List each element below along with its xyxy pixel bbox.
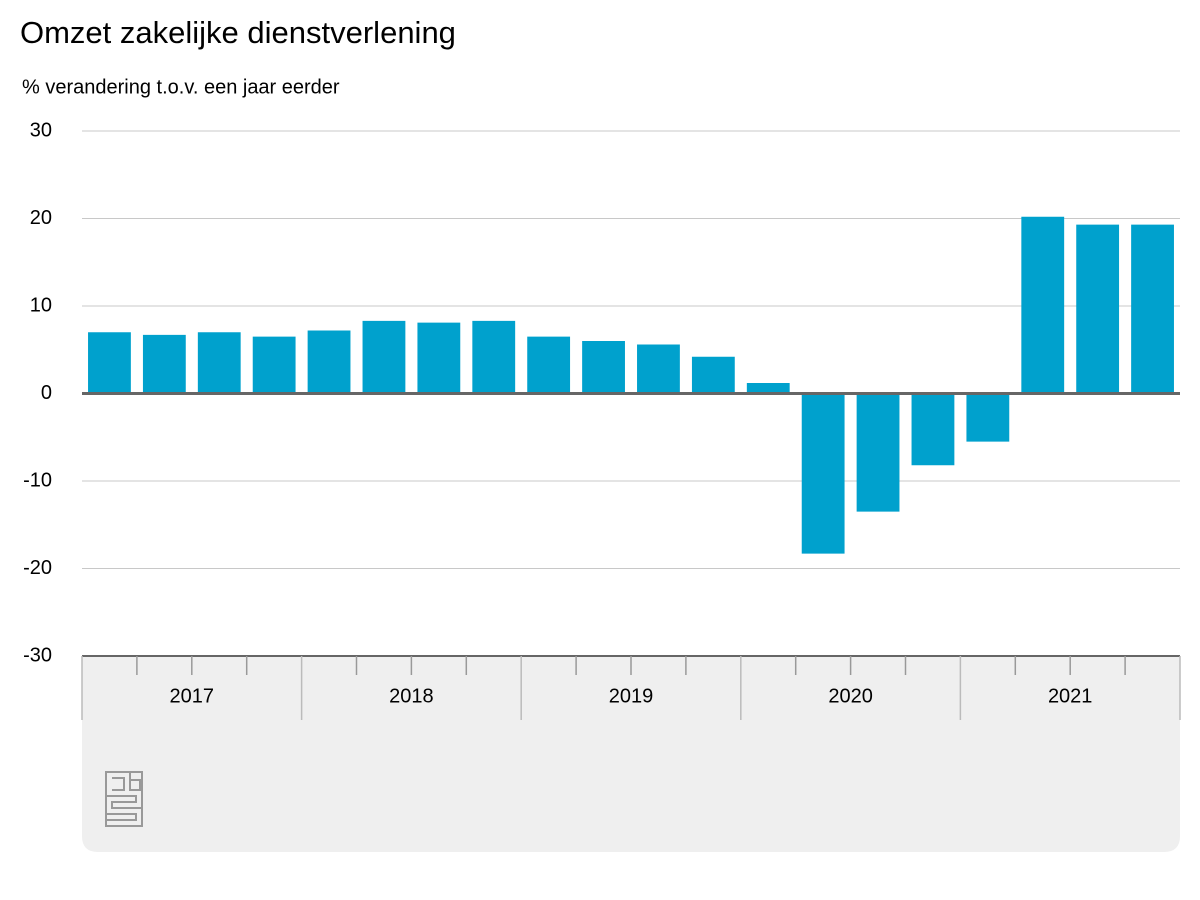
bar <box>472 320 516 394</box>
y-tick-label: 10 <box>30 294 52 316</box>
y-tick-label: -10 <box>23 469 52 491</box>
x-group-label: 2020 <box>828 685 873 707</box>
bar <box>746 383 790 394</box>
y-tick-label: 30 <box>30 119 52 141</box>
y-tick-label: 0 <box>41 382 52 404</box>
bar <box>142 334 186 394</box>
bar <box>856 393 900 512</box>
bar <box>307 330 351 394</box>
bar <box>88 332 131 394</box>
bar <box>1021 216 1065 394</box>
bar <box>691 356 735 394</box>
x-group-label: 2019 <box>609 685 654 707</box>
bar <box>1131 224 1174 394</box>
chart-subtitle: % verandering t.o.v. een jaar eerder <box>22 76 340 98</box>
bar <box>966 393 1010 442</box>
x-group-label: 2017 <box>170 685 215 707</box>
chart-title: Omzet zakelijke dienstverlening <box>20 15 456 50</box>
bar <box>417 322 461 394</box>
x-group-label: 2018 <box>389 685 434 707</box>
bar <box>582 341 625 394</box>
bar <box>527 336 571 394</box>
bar <box>911 393 955 466</box>
y-tick-label: -30 <box>23 644 52 666</box>
bar <box>362 320 406 394</box>
bar <box>252 336 296 394</box>
bar <box>1076 224 1120 394</box>
bar <box>637 344 680 394</box>
logo <box>105 771 143 827</box>
bar <box>801 393 845 554</box>
y-tick-label: 20 <box>30 207 52 229</box>
axis-panel <box>82 656 1180 852</box>
x-group-label: 2021 <box>1048 685 1093 707</box>
bar <box>197 332 241 394</box>
y-tick-label: -20 <box>23 557 52 579</box>
